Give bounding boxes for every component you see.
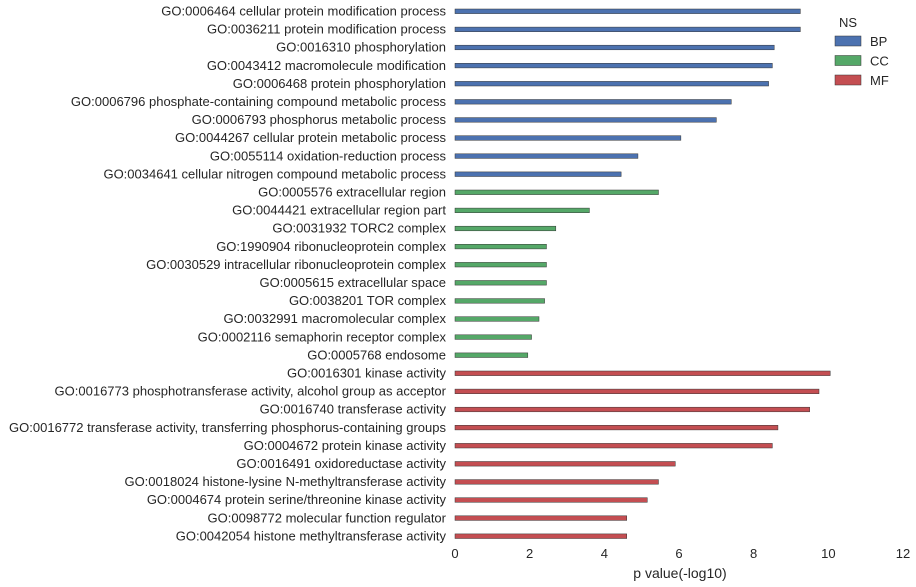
category-label: GO:0044421 extracellular region part bbox=[232, 203, 446, 218]
legend-swatch-bp bbox=[834, 35, 862, 47]
category-label: GO:0016491 oxidoreductase activity bbox=[236, 456, 446, 471]
category-label: GO:0002116 semaphorin receptor complex bbox=[198, 329, 447, 344]
category-label: GO:0030529 intracellular ribonucleoprote… bbox=[146, 257, 446, 272]
category-labels-group: GO:0006464 cellular protein modification… bbox=[9, 4, 447, 544]
category-label: GO:0042054 histone methyltransferase act… bbox=[176, 528, 447, 543]
bar bbox=[454, 153, 639, 159]
bar bbox=[454, 135, 682, 141]
legend-swatch-cc bbox=[834, 55, 862, 66]
category-label: GO:0005576 extracellular region bbox=[258, 185, 446, 200]
category-label: GO:0032991 macromolecular complex bbox=[223, 311, 446, 326]
category-label: GO:0005615 extracellular space bbox=[260, 275, 446, 290]
bar bbox=[454, 533, 627, 539]
bar bbox=[454, 515, 627, 521]
bar bbox=[454, 244, 547, 250]
x-tick-label: 10 bbox=[821, 546, 835, 561]
category-label: GO:0006793 phosphorus metabolic process bbox=[192, 112, 447, 127]
bar bbox=[454, 280, 547, 286]
legend-label-bp: BP bbox=[870, 34, 887, 49]
category-label: GO:0016772 transferase activity, transfe… bbox=[9, 420, 446, 435]
bar bbox=[454, 479, 659, 485]
bar bbox=[454, 207, 590, 213]
bar bbox=[454, 63, 773, 69]
bar bbox=[454, 406, 810, 413]
bar bbox=[454, 117, 717, 123]
legend-label-mf: MF bbox=[870, 73, 889, 88]
category-label: GO:0004672 protein kinase activity bbox=[244, 438, 447, 453]
bar bbox=[454, 497, 648, 503]
category-label: GO:0005768 endosome bbox=[307, 347, 446, 362]
x-tick-label: 8 bbox=[750, 546, 757, 561]
category-label: GO:0016310 phosphorylation bbox=[276, 40, 446, 55]
x-tick-label: 12 bbox=[896, 546, 910, 561]
x-tick-label: 0 bbox=[451, 546, 458, 561]
category-label: GO:0018024 histone-lysine N-methyltransf… bbox=[124, 474, 446, 489]
legend-swatch-mf bbox=[834, 74, 862, 86]
category-label: GO:0036211 protein modification process bbox=[207, 22, 446, 37]
bars-group bbox=[454, 8, 831, 539]
x-axis-label: p value(-log10) bbox=[633, 565, 726, 581]
legend-title: NS bbox=[839, 15, 857, 30]
category-label: GO:0098772 molecular function regulator bbox=[208, 510, 447, 525]
x-tick-label: 6 bbox=[675, 546, 682, 561]
bar bbox=[454, 171, 622, 177]
category-label: GO:0016301 kinase activity bbox=[287, 366, 446, 381]
bar bbox=[454, 352, 529, 358]
category-label: GO:0043412 macromolecule modification bbox=[207, 58, 446, 73]
x-tick-label: 4 bbox=[601, 546, 608, 561]
bar bbox=[454, 189, 659, 195]
bar bbox=[454, 99, 732, 105]
category-label: GO:1990904 ribonucleoprotein complex bbox=[216, 239, 446, 254]
category-label: GO:0004674 protein serine/threonine kina… bbox=[147, 492, 447, 507]
bar bbox=[454, 443, 773, 449]
bar bbox=[454, 388, 820, 394]
bar bbox=[454, 26, 801, 32]
bar bbox=[454, 225, 557, 232]
legend-label-cc: CC bbox=[870, 54, 889, 69]
category-label: GO:0016740 transferase activity bbox=[260, 402, 447, 417]
category-label: GO:0006796 phosphate-containing compound… bbox=[71, 94, 447, 109]
category-label: GO:0031932 TORC2 complex bbox=[272, 221, 446, 236]
category-label: GO:0055114 oxidation-reduction process bbox=[210, 148, 447, 163]
bar bbox=[454, 44, 775, 51]
x-tick-label: 2 bbox=[526, 546, 533, 561]
category-label: GO:0034641 cellular nitrogen compound me… bbox=[103, 166, 446, 181]
bar bbox=[454, 262, 547, 268]
bar bbox=[454, 461, 676, 467]
x-tick-labels-group: 0 2 4 6 8 10 12 bbox=[451, 546, 910, 561]
bar bbox=[454, 425, 779, 431]
bar bbox=[454, 8, 801, 14]
category-label: GO:0016773 phosphotransferase activity, … bbox=[55, 384, 447, 399]
legend: NS BP CC MF bbox=[834, 15, 889, 88]
category-label: GO:0006464 cellular protein modification… bbox=[161, 4, 446, 19]
bar bbox=[454, 316, 540, 322]
category-label: GO:0044267 cellular protein metabolic pr… bbox=[175, 130, 446, 145]
bar bbox=[454, 334, 532, 340]
bar bbox=[454, 298, 545, 304]
bar bbox=[454, 81, 769, 87]
category-label: GO:0006468 protein phosphorylation bbox=[233, 76, 446, 91]
bar bbox=[454, 370, 831, 376]
category-label: GO:0038201 TOR complex bbox=[289, 293, 447, 308]
